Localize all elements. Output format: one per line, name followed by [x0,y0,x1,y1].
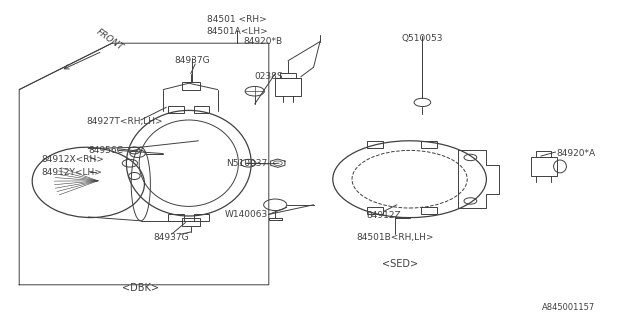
Text: FRONT: FRONT [95,28,125,52]
Bar [421,207,437,214]
Bar [194,214,209,221]
Bar [367,141,383,148]
Text: A845001157: A845001157 [542,303,595,312]
Text: 84501A<LH>: 84501A<LH> [206,28,268,36]
Bar [421,141,437,148]
Text: 84501 <RH>: 84501 <RH> [207,15,267,24]
Bar [531,157,557,176]
Bar [367,207,383,214]
Text: Q510053: Q510053 [402,34,443,43]
Text: 0238S: 0238S [255,72,283,81]
Text: N510037: N510037 [227,159,268,168]
Bar [168,214,184,221]
Text: 84501B<RH,LH>: 84501B<RH,LH> [356,233,434,242]
Bar [182,82,200,90]
Text: <DBK>: <DBK> [122,283,159,293]
Text: 84912X<RH>: 84912X<RH> [42,156,104,164]
Text: 84912Z: 84912Z [367,211,401,220]
Text: W140063: W140063 [224,210,268,219]
Bar [168,106,184,113]
Bar [275,78,301,96]
Text: 84912Y<LH>: 84912Y<LH> [42,168,102,177]
Text: 84920*B: 84920*B [243,37,282,46]
Text: 84956C: 84956C [88,146,123,155]
Text: <SED>: <SED> [382,259,418,269]
Text: 84920*A: 84920*A [557,149,596,158]
Text: 84937G: 84937G [154,233,189,242]
Text: 84927T<RH,LH>: 84927T<RH,LH> [86,117,163,126]
Bar [536,151,551,157]
Text: 84937G: 84937G [174,56,210,65]
Bar [280,73,296,78]
Bar [182,218,200,226]
Bar [194,106,209,113]
